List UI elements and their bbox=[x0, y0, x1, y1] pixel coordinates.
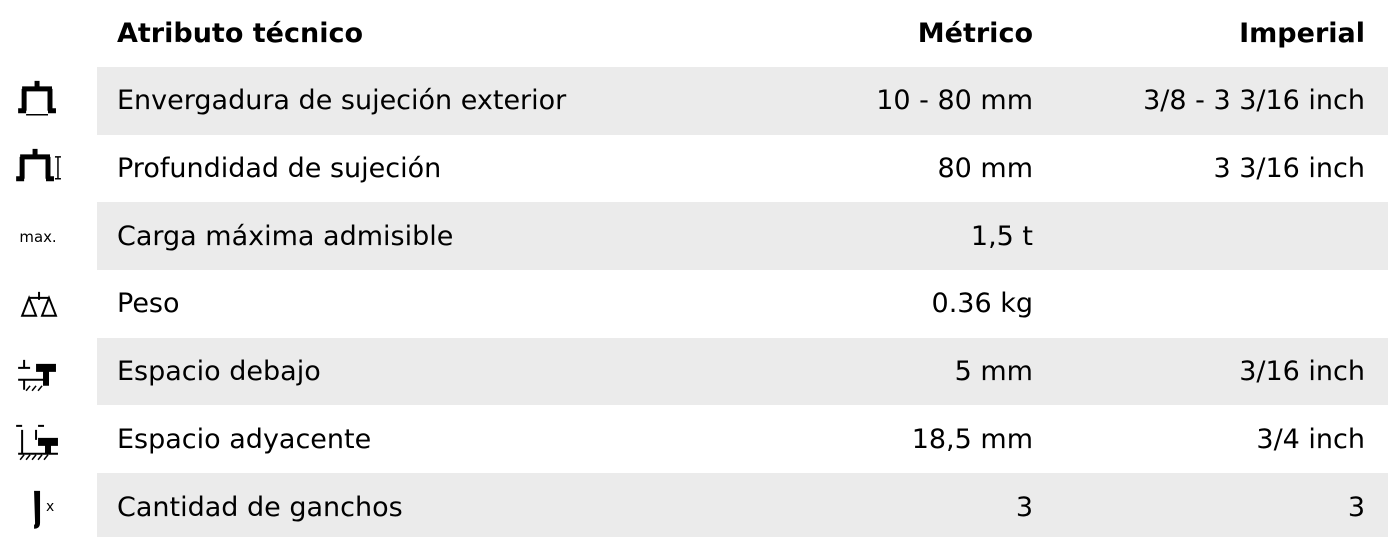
row-icon bbox=[18, 359, 56, 392]
header-cell: Imperial bbox=[1239, 18, 1365, 50]
imperial-value: 3/8 - 3 3/16 inch bbox=[1143, 85, 1365, 117]
row-label: Peso bbox=[117, 288, 180, 320]
row-icon bbox=[16, 424, 58, 460]
table-row: x Cantidad de ganchos 3 3 bbox=[0, 473, 1388, 537]
table-row: Profundidad de sujeción 80 mm 3 3/16 inch bbox=[0, 135, 1388, 203]
row-label: Envergadura de sujeción exterior bbox=[117, 85, 567, 117]
header-cell: Métrico bbox=[917, 18, 1033, 50]
header-cell: Atributo técnico bbox=[117, 18, 364, 50]
row-background bbox=[97, 270, 1388, 338]
table-row: Espacio adyacente 18,5 mm 3/4 inch bbox=[0, 406, 1388, 474]
imperial-value: 3 bbox=[1347, 491, 1365, 523]
metric-value: 1,5 t bbox=[970, 220, 1033, 252]
row-label: Carga máxima admisible bbox=[117, 220, 454, 252]
row-background bbox=[97, 473, 1388, 537]
table-row: Peso 0.36 kg bbox=[0, 270, 1388, 338]
metric-value: 10 - 80 mm bbox=[876, 85, 1033, 117]
imperial-value: 3 3/16 inch bbox=[1213, 153, 1365, 185]
row-background bbox=[97, 67, 1388, 135]
metric-value: 18,5 mm bbox=[911, 423, 1033, 455]
table-row: Envergadura de sujeción exterior 10 - 80 … bbox=[0, 67, 1388, 135]
row-background bbox=[97, 337, 1388, 406]
table-row: max. Carga máxima admisible 1,5 t bbox=[0, 202, 1388, 271]
metric-value: 80 mm bbox=[937, 153, 1033, 185]
row-label: Espacio adyacente bbox=[117, 423, 372, 455]
row-label: Profundidad de sujeción bbox=[117, 153, 442, 185]
row-label: Espacio debajo bbox=[117, 356, 321, 388]
row-icon bbox=[18, 80, 56, 116]
row-icon bbox=[16, 148, 61, 181]
row-icon bbox=[20, 291, 58, 317]
imperial-value: 3/4 inch bbox=[1256, 423, 1365, 455]
metric-value: 5 mm bbox=[954, 356, 1033, 388]
table-row: Espacio debajo 5 mm 3/16 inch bbox=[0, 337, 1388, 406]
row-icon: max. bbox=[19, 228, 56, 246]
row-label: Cantidad de ganchos bbox=[117, 491, 403, 523]
row-icon: x bbox=[34, 491, 54, 529]
header-row: Atributo técnico Métrico Imperial bbox=[0, 0, 1388, 68]
imperial-value: 3/16 inch bbox=[1239, 356, 1365, 388]
metric-value: 0.36 kg bbox=[931, 288, 1033, 320]
icon-text: x bbox=[46, 499, 54, 515]
metric-value: 3 bbox=[1015, 491, 1033, 523]
row-background bbox=[97, 202, 1388, 271]
icon-text: max. bbox=[19, 228, 56, 246]
